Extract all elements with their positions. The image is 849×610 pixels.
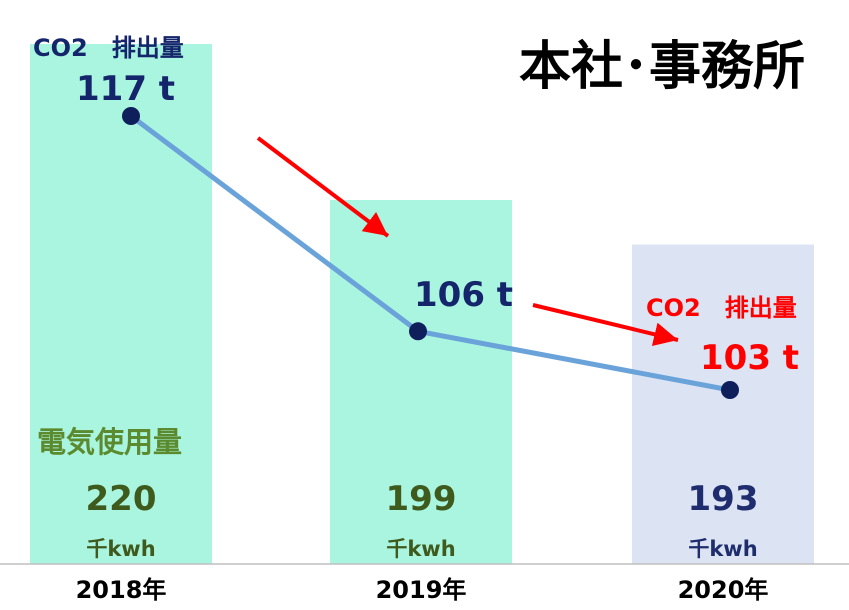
co2-point-2018 bbox=[122, 107, 140, 125]
co2-value-label-2018: 117 t bbox=[76, 69, 175, 109]
bar-2020 bbox=[632, 244, 814, 565]
co2-series-label-2020: CO2 排出量 bbox=[646, 294, 797, 322]
co2-value-label-2019: 106 t bbox=[414, 275, 513, 315]
category-label-2020: 2020年 bbox=[678, 576, 769, 604]
bar-value-2020: 193 bbox=[688, 479, 759, 519]
co2-series-label-2018: CO2 排出量 bbox=[33, 34, 184, 62]
bar-value-2019: 199 bbox=[386, 479, 457, 519]
bar-2018 bbox=[30, 44, 212, 564]
co2-point-2019 bbox=[409, 322, 427, 341]
bar-2019 bbox=[330, 200, 512, 564]
decrease-arrow-2 bbox=[532, 303, 679, 347]
bar-unit-2020: 千kwh bbox=[688, 537, 757, 561]
decrease-arrow-1 bbox=[256, 136, 390, 238]
category-label-2019: 2019年 bbox=[376, 576, 467, 604]
electricity-series-label: 電気使用量 bbox=[37, 425, 182, 459]
bar-value-2018: 220 bbox=[86, 479, 157, 519]
category-label-2018: 2018年 bbox=[76, 576, 167, 604]
bar-unit-2019: 千kwh bbox=[386, 537, 455, 561]
co2-point-2020 bbox=[721, 381, 739, 399]
chart-title: 本社･事務所 bbox=[519, 37, 805, 97]
co2-value-label-2020: 103 t bbox=[700, 338, 799, 378]
bar-unit-2018: 千kwh bbox=[86, 537, 155, 561]
